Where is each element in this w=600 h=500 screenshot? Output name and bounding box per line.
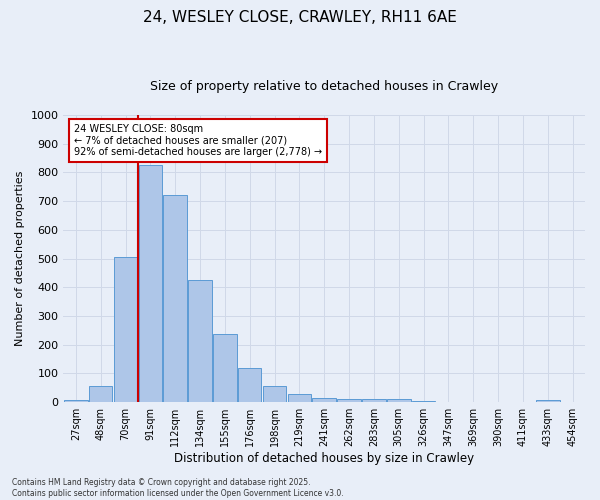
Bar xyxy=(536,400,560,402)
Bar xyxy=(337,399,361,402)
X-axis label: Distribution of detached houses by size in Crawley: Distribution of detached houses by size … xyxy=(174,452,474,465)
Bar xyxy=(313,398,336,402)
Bar xyxy=(89,386,112,402)
Bar xyxy=(213,334,236,402)
Text: Contains HM Land Registry data © Crown copyright and database right 2025.
Contai: Contains HM Land Registry data © Crown c… xyxy=(12,478,344,498)
Bar xyxy=(163,196,187,402)
Bar xyxy=(64,400,88,402)
Text: 24, WESLEY CLOSE, CRAWLEY, RH11 6AE: 24, WESLEY CLOSE, CRAWLEY, RH11 6AE xyxy=(143,10,457,25)
Bar xyxy=(238,368,262,402)
Title: Size of property relative to detached houses in Crawley: Size of property relative to detached ho… xyxy=(150,80,498,93)
Bar xyxy=(387,399,410,402)
Bar xyxy=(188,280,212,402)
Text: 24 WESLEY CLOSE: 80sqm
← 7% of detached houses are smaller (207)
92% of semi-det: 24 WESLEY CLOSE: 80sqm ← 7% of detached … xyxy=(74,124,322,157)
Bar xyxy=(263,386,286,402)
Bar xyxy=(287,394,311,402)
Bar xyxy=(412,401,436,402)
Y-axis label: Number of detached properties: Number of detached properties xyxy=(15,171,25,346)
Bar xyxy=(139,166,162,402)
Bar xyxy=(114,257,137,402)
Bar xyxy=(362,400,386,402)
